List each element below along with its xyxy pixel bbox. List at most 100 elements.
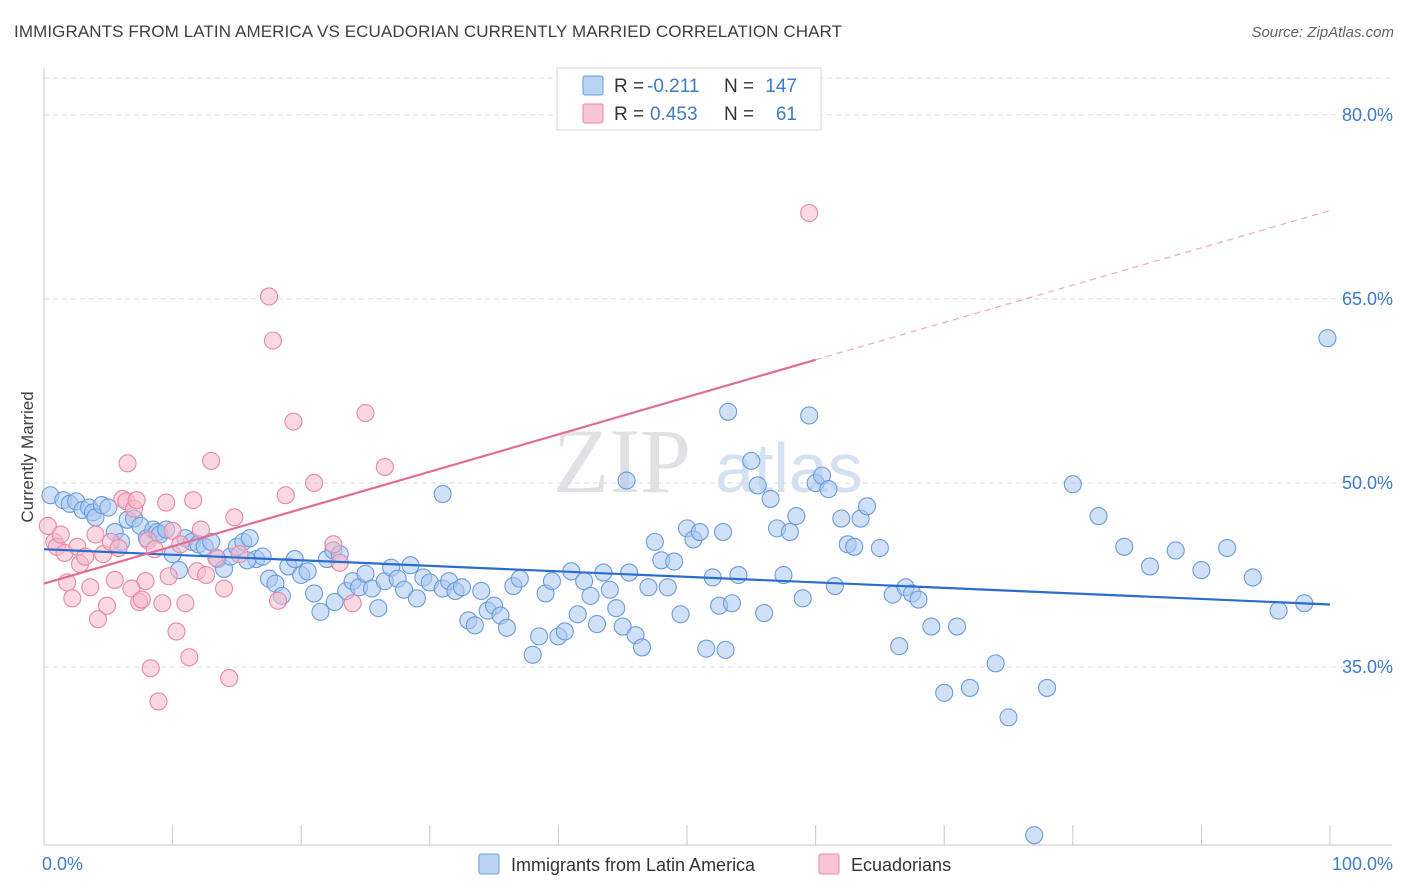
point-latin-america	[857, 497, 877, 516]
point-latin-america	[253, 547, 272, 566]
series-ecuadorians-points	[38, 203, 819, 711]
trend-line-solid	[43, 548, 1331, 606]
point-ecuadorians	[263, 331, 282, 350]
point-latin-america	[1115, 537, 1134, 556]
legend-n-label: N =	[724, 104, 754, 125]
point-latin-america	[620, 563, 639, 582]
bottom-legend-swatch-pink	[818, 853, 840, 875]
bottom-legend-label-ecuadorians: Ecuadorians	[851, 855, 951, 875]
point-ecuadorians	[269, 591, 288, 610]
point-latin-america	[305, 584, 324, 603]
point-latin-america	[369, 599, 388, 618]
point-latin-america	[1318, 329, 1337, 348]
point-latin-america	[497, 618, 517, 637]
point-latin-america	[890, 637, 909, 656]
trend-lines	[43, 209, 1331, 606]
point-latin-america	[986, 654, 1005, 673]
point-latin-america	[298, 562, 317, 581]
legend-n-value: 147	[765, 76, 797, 97]
point-latin-america	[632, 638, 652, 657]
point-latin-america	[325, 592, 344, 612]
point-latin-america	[433, 484, 452, 504]
point-latin-america	[999, 708, 1018, 727]
point-ecuadorians	[153, 594, 172, 613]
legend: R = -0.211 N = 147 R = 0.453 N = 61	[556, 67, 822, 131]
y-tick-label: 65.0%	[1342, 289, 1393, 309]
legend-r-label: R =	[614, 76, 644, 97]
point-latin-america	[665, 552, 684, 571]
point-ecuadorians	[176, 594, 195, 613]
series-latin-america-points	[41, 329, 1337, 845]
y-tick-label: 35.0%	[1342, 657, 1393, 677]
point-latin-america	[587, 615, 607, 634]
point-latin-america	[1218, 538, 1237, 558]
point-latin-america	[530, 627, 549, 646]
point-ecuadorians	[284, 412, 303, 431]
point-ecuadorians	[88, 610, 108, 629]
chart-title: IMMIGRANTS FROM LATIN AMERICA VS ECUADOR…	[14, 22, 843, 41]
point-latin-america	[617, 471, 636, 490]
point-latin-america	[761, 489, 780, 508]
y-tick-labels: 35.0% 50.0% 65.0% 80.0%	[1342, 105, 1393, 677]
point-latin-america	[719, 402, 738, 421]
legend-r-value: -0.211	[647, 76, 699, 97]
bottom-legend: Immigrants from Latin America Ecuadorian…	[478, 853, 951, 875]
y-axis-label: Currently Married	[18, 391, 37, 522]
point-latin-america	[465, 616, 484, 635]
point-ecuadorians	[38, 516, 57, 535]
point-latin-america	[870, 538, 889, 558]
point-latin-america	[1025, 826, 1044, 845]
point-ecuadorians	[141, 659, 160, 678]
legend-r-value: 0.453	[650, 104, 698, 125]
point-ecuadorians	[343, 594, 362, 613]
point-ecuadorians	[276, 486, 295, 505]
point-latin-america	[1089, 507, 1108, 526]
legend-n-value: 61	[776, 104, 797, 125]
point-latin-america	[452, 578, 472, 597]
point-ecuadorians	[184, 491, 203, 510]
watermark: ZIP atlas	[553, 410, 863, 512]
watermark-zip: ZIP	[553, 410, 691, 512]
point-latin-america	[960, 678, 979, 697]
point-latin-america	[935, 683, 954, 702]
point-ecuadorians	[81, 578, 100, 597]
point-latin-america	[407, 589, 426, 608]
point-ecuadorians	[259, 287, 279, 306]
point-ecuadorians	[167, 622, 186, 641]
point-latin-america	[713, 523, 733, 542]
point-latin-america	[922, 617, 941, 636]
trend-line-solid	[43, 358, 816, 585]
point-ecuadorians	[97, 596, 117, 615]
point-latin-america	[671, 605, 690, 624]
legend-swatch-blue	[582, 75, 604, 96]
point-ecuadorians	[149, 692, 168, 711]
point-latin-america	[658, 578, 677, 597]
point-ecuadorians	[132, 590, 151, 609]
bottom-legend-swatch-blue	[478, 853, 500, 875]
point-ecuadorians	[136, 572, 155, 591]
y-tick-label: 50.0%	[1342, 473, 1393, 493]
bottom-legend-label-latin-america: Immigrants from Latin America	[511, 855, 756, 875]
point-latin-america	[1140, 557, 1160, 576]
point-latin-america	[755, 604, 774, 623]
point-latin-america	[1192, 561, 1211, 580]
point-latin-america	[555, 622, 574, 641]
legend-n-label: N =	[724, 76, 754, 97]
point-latin-america	[722, 594, 742, 613]
point-latin-america	[607, 599, 626, 618]
point-ecuadorians	[800, 203, 819, 223]
point-ecuadorians	[159, 567, 178, 586]
point-latin-america	[99, 498, 118, 517]
point-latin-america	[639, 578, 658, 597]
point-ecuadorians	[163, 521, 182, 540]
x-tick-label: 0.0%	[42, 854, 83, 874]
point-latin-america	[1038, 678, 1057, 697]
point-latin-america	[748, 476, 767, 495]
x-tick-label: 100.0%	[1332, 854, 1393, 874]
point-ecuadorians	[109, 538, 128, 558]
point-latin-america	[690, 523, 709, 542]
point-ecuadorians	[63, 589, 82, 608]
point-latin-america	[845, 537, 864, 556]
watermark-atlas: atlas	[715, 429, 863, 507]
point-ecuadorians	[356, 403, 375, 423]
